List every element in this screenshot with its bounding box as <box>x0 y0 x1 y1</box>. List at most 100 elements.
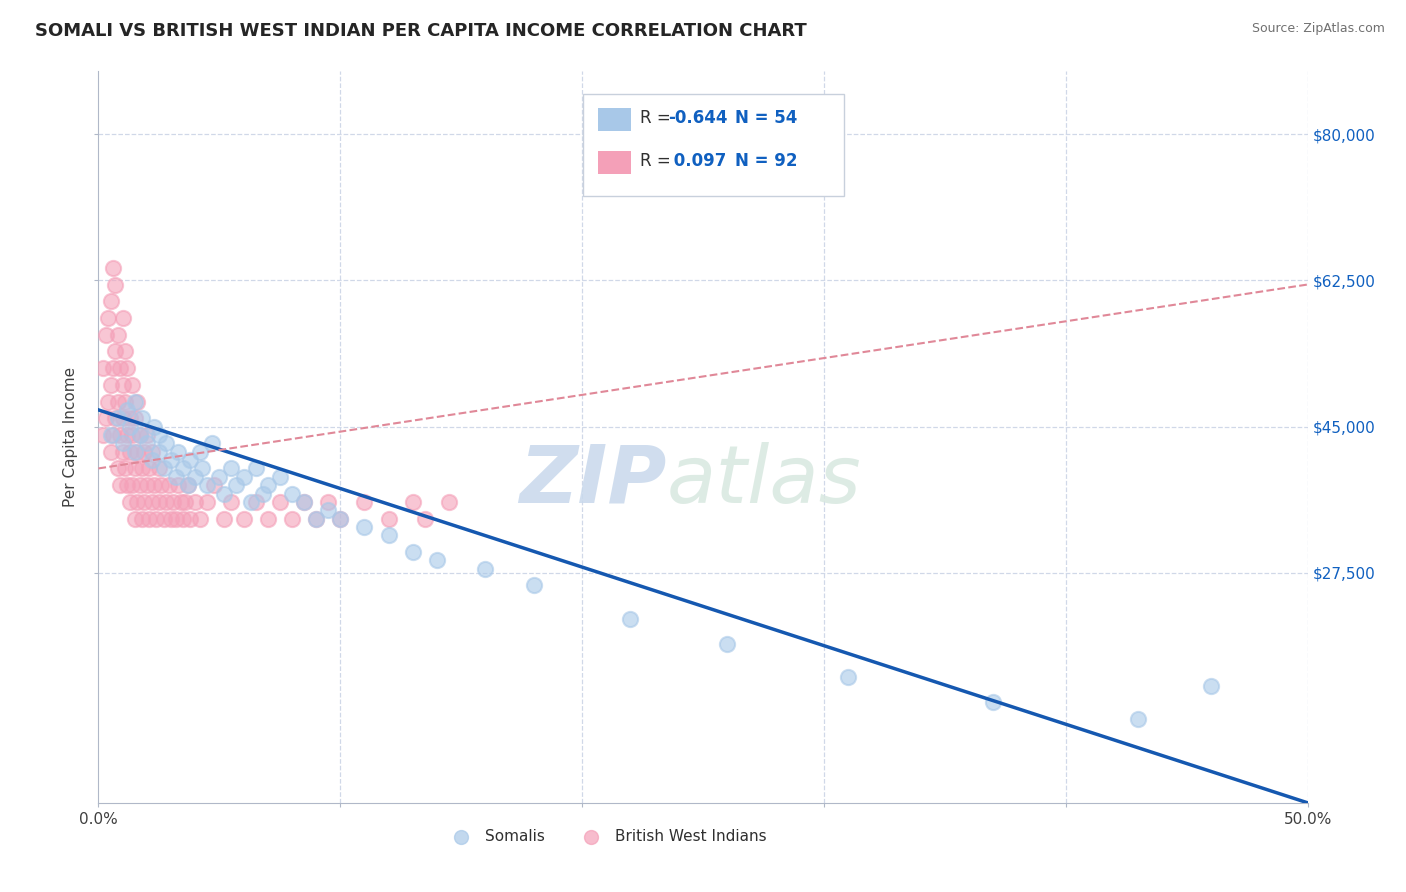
Point <box>195 478 218 492</box>
Text: 0.097: 0.097 <box>668 152 727 169</box>
Point <box>141 444 163 458</box>
Point <box>162 495 184 509</box>
Point <box>212 486 235 500</box>
Point <box>292 495 315 509</box>
Point <box>474 562 496 576</box>
Point <box>145 511 167 525</box>
Point <box>837 670 859 684</box>
Point <box>239 495 262 509</box>
Text: -0.644: -0.644 <box>668 109 727 127</box>
Point <box>160 511 183 525</box>
Point <box>118 411 141 425</box>
Point <box>316 495 339 509</box>
Point <box>188 444 211 458</box>
Point <box>107 411 129 425</box>
Y-axis label: Per Capita Income: Per Capita Income <box>63 367 79 508</box>
Point <box>353 495 375 509</box>
Point <box>124 511 146 525</box>
Point <box>124 461 146 475</box>
Point <box>179 511 201 525</box>
Point <box>523 578 546 592</box>
Point <box>437 495 460 509</box>
Text: R =: R = <box>640 109 676 127</box>
Point <box>157 478 180 492</box>
Point <box>143 478 166 492</box>
Point <box>167 478 190 492</box>
Point <box>114 461 136 475</box>
Point <box>121 478 143 492</box>
Point <box>108 361 131 376</box>
Point <box>377 528 399 542</box>
Point <box>184 495 207 509</box>
Point <box>256 478 278 492</box>
Point <box>117 428 139 442</box>
Point <box>221 495 243 509</box>
Point <box>100 294 122 309</box>
Point <box>138 461 160 475</box>
Point <box>619 612 641 626</box>
Point <box>91 361 114 376</box>
Point <box>121 428 143 442</box>
Point <box>135 436 157 450</box>
Point <box>165 511 187 525</box>
Point <box>281 486 304 500</box>
Point <box>232 470 254 484</box>
Point <box>101 428 124 442</box>
Point <box>201 436 224 450</box>
Point <box>152 511 174 525</box>
Point <box>128 428 150 442</box>
Point <box>114 394 136 409</box>
Point <box>97 394 120 409</box>
Text: N = 54: N = 54 <box>735 109 797 127</box>
Point <box>135 478 157 492</box>
Point <box>208 470 231 484</box>
Point <box>169 495 191 509</box>
Point <box>114 344 136 359</box>
Point <box>127 444 149 458</box>
Point <box>108 428 131 442</box>
Point <box>212 511 235 525</box>
Point <box>150 478 173 492</box>
Point <box>155 436 177 450</box>
Point <box>128 478 150 492</box>
Point <box>377 511 399 525</box>
Point <box>101 361 124 376</box>
Point <box>155 495 177 509</box>
Point <box>148 461 170 475</box>
Point <box>225 478 247 492</box>
Point <box>100 444 122 458</box>
Point <box>128 428 150 442</box>
Point <box>281 511 304 525</box>
Point <box>118 444 141 458</box>
Point <box>97 310 120 325</box>
Point <box>107 327 129 342</box>
Point <box>131 511 153 525</box>
Point <box>104 411 127 425</box>
Legend: Somalis, British West Indians: Somalis, British West Indians <box>440 822 773 850</box>
Point <box>426 553 449 567</box>
Point <box>413 511 436 525</box>
Point <box>100 428 122 442</box>
Point <box>329 511 352 525</box>
Point <box>108 478 131 492</box>
Point <box>188 511 211 525</box>
Point <box>167 444 190 458</box>
Point <box>245 461 267 475</box>
Point <box>117 403 139 417</box>
Point <box>127 394 149 409</box>
Point <box>117 478 139 492</box>
Point <box>138 511 160 525</box>
Point <box>305 511 328 525</box>
Point <box>107 461 129 475</box>
Point <box>111 310 134 325</box>
Point <box>195 495 218 509</box>
Text: atlas: atlas <box>666 442 862 520</box>
Point <box>221 461 243 475</box>
Point <box>127 495 149 509</box>
Point <box>141 495 163 509</box>
Point <box>124 411 146 425</box>
Point <box>118 495 141 509</box>
Point <box>121 377 143 392</box>
Point <box>353 520 375 534</box>
Point <box>232 511 254 525</box>
